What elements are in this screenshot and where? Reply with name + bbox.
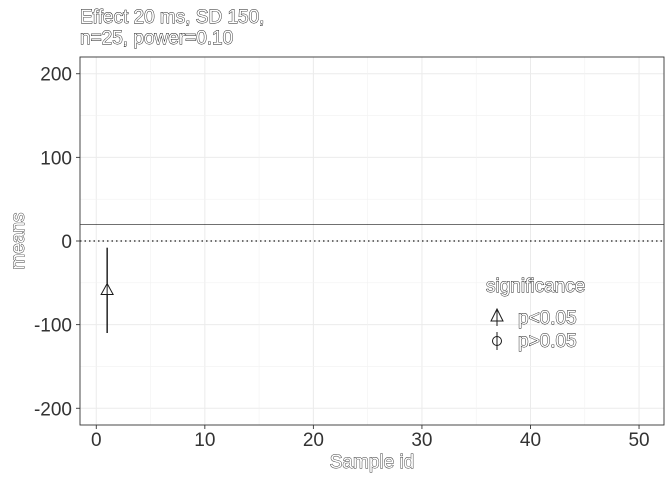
y-tick-label: 100 [40, 148, 72, 169]
y-tick-label: -100 [34, 316, 72, 337]
chart-title-line-1: Effect 20 ms, SD 150, [80, 7, 264, 28]
x-tick-label: 10 [194, 430, 215, 451]
x-tick-label: 0 [91, 430, 102, 451]
x-tick-label: 20 [303, 430, 324, 451]
y-axis-title: means [8, 212, 29, 269]
reference-lines [80, 223, 664, 242]
legend-key-circle-icon [492, 332, 502, 350]
legend-label-significant: p<0.05 [518, 308, 577, 329]
y-tick-label: 200 [40, 65, 72, 86]
y-tick-label: -200 [34, 399, 72, 420]
x-tick-label: 50 [628, 430, 649, 451]
axis-ticks: 0 10 20 30 40 50 200 100 0 -100 -200 [34, 65, 650, 451]
legend: significance p<0.05 p>0.05 [486, 276, 586, 353]
legend-label-not-significant: p>0.05 [518, 331, 577, 352]
legend-key-triangle-icon [490, 307, 504, 326]
data-points [100, 247, 114, 333]
x-tick-label: 30 [411, 430, 432, 451]
y-tick-label: 0 [61, 232, 72, 253]
x-tick-label: 40 [520, 430, 541, 451]
legend-title: significance [486, 276, 585, 297]
x-axis-title: Sample id [330, 452, 415, 473]
chart-title-line-2: n=25, power=0.10 [80, 28, 233, 49]
